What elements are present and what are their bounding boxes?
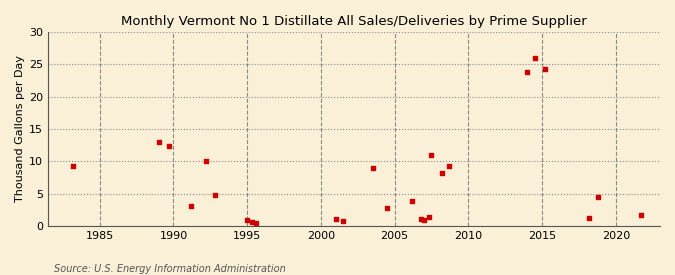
Point xyxy=(423,215,434,219)
Point xyxy=(426,153,437,157)
Y-axis label: Thousand Gallons per Day: Thousand Gallons per Day xyxy=(15,56,25,202)
Point xyxy=(330,217,341,221)
Point xyxy=(539,67,550,71)
Point xyxy=(367,166,378,170)
Point xyxy=(200,159,211,163)
Point xyxy=(68,164,78,169)
Point xyxy=(163,144,174,148)
Point xyxy=(338,219,348,223)
Point xyxy=(407,199,418,203)
Point xyxy=(635,213,646,217)
Point xyxy=(416,217,427,221)
Point xyxy=(443,164,454,168)
Point xyxy=(522,70,533,74)
Point xyxy=(153,140,164,145)
Point xyxy=(382,206,393,210)
Point xyxy=(418,218,429,222)
Point xyxy=(584,216,595,220)
Point xyxy=(186,204,196,208)
Point xyxy=(437,171,448,175)
Point xyxy=(593,195,603,200)
Point xyxy=(242,218,252,222)
Title: Monthly Vermont No 1 Distillate All Sales/Deliveries by Prime Supplier: Monthly Vermont No 1 Distillate All Sale… xyxy=(122,15,587,28)
Point xyxy=(209,193,220,197)
Point xyxy=(246,220,257,224)
Text: Source: U.S. Energy Information Administration: Source: U.S. Energy Information Administ… xyxy=(54,264,286,274)
Point xyxy=(529,56,540,60)
Point xyxy=(250,221,261,226)
